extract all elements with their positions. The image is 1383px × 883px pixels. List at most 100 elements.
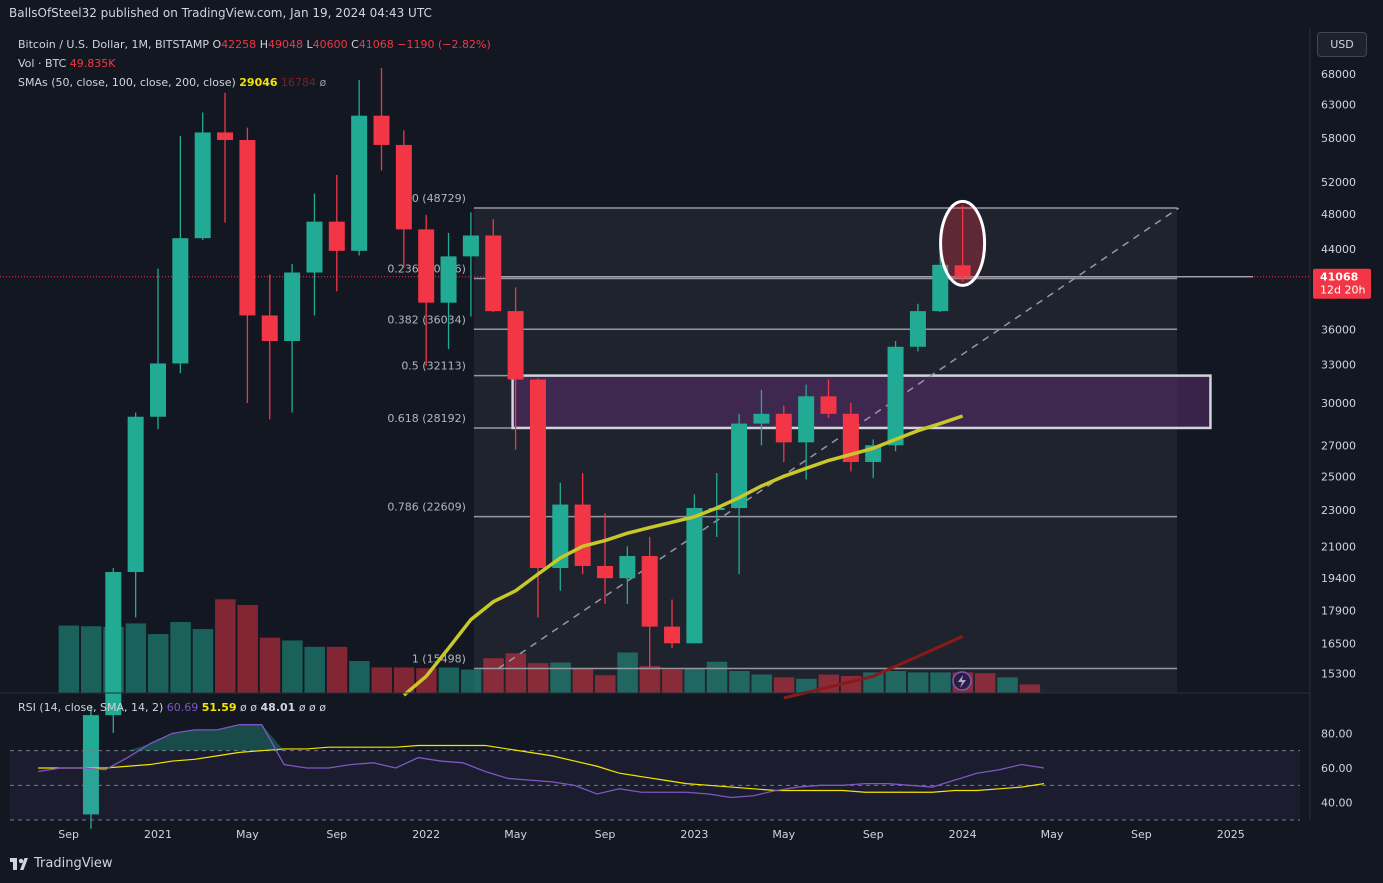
candle-body [150,363,166,417]
time-tick-label: May [504,828,527,841]
fib-label: 0.786 (22609) [387,501,466,514]
volume-bar [192,629,214,693]
time-tick-label: May [772,828,795,841]
volume-bar [773,677,795,693]
price-tick-label: 36000 [1321,324,1356,337]
volume-bar [416,668,437,693]
volume-bar [215,599,236,693]
time-tick-label: 2021 [144,828,172,841]
candle-body [954,265,971,277]
sma100-line [783,635,964,700]
time-tick-label: 2025 [1217,828,1245,841]
publisher-credit: BallsOfSteel32 published on TradingView.… [9,6,432,20]
volume-bar [349,661,370,693]
candle-body [217,132,234,141]
price-tick-label: 15300 [1321,668,1356,681]
fib-label: 0.5 (32113) [401,360,466,373]
rsi-label: RSI (14, close, SMA, 14, 2) [18,701,164,714]
lightning-icon[interactable] [952,671,972,691]
time-tick-label: 2023 [680,828,708,841]
candle-body [664,626,681,644]
rsi-line [38,724,1045,799]
volume-bar [393,667,415,693]
tradingview-logo[interactable]: TradingView [10,856,113,871]
low-label: L [306,38,313,51]
volume-line: Vol · BTC 49.835K [18,54,491,73]
price-tick-label: 19400 [1321,572,1356,585]
close-value: 41068 [358,38,394,51]
price-badge-countdown: 12d 20h [1320,284,1365,297]
time-tick-label: Sep [326,828,347,841]
time-tick-label: Sep [863,828,884,841]
brand-name: TradingView [34,856,113,871]
sma100-value: 16784 [281,76,317,89]
candles [82,68,971,829]
low-value: 40600 [312,38,348,51]
close-label: C [351,38,359,51]
volume-bars [58,599,1041,693]
candle-body [172,238,189,364]
price-tick-label: 63000 [1321,99,1356,112]
time-tick-label: Sep [595,828,616,841]
symbol-name: Bitcoin / U.S. Dollar, 1M, BITSTAMP [18,38,210,51]
rsi-ma-value: 51.59 [201,701,237,714]
volume-bar [80,626,102,693]
symbol-line: Bitcoin / U.S. Dollar, 1M, BITSTAMP O422… [18,35,491,54]
candle-body [842,413,859,463]
candle-body [619,556,636,579]
candle-body [82,715,99,815]
time-tick-label: Sep [1131,828,1152,841]
volume-bar [684,668,705,693]
volume-bar [617,652,638,693]
candle-body [686,508,703,644]
rsi-extra-5: ø [309,701,316,714]
volume-bar [259,637,281,693]
price-tick-label: 27000 [1321,439,1356,452]
price-tick-label: 30000 [1321,397,1356,410]
price-badge-value: 41068 [1320,271,1358,284]
candle-body [328,221,345,251]
currency-button[interactable]: USD [1317,32,1367,57]
volume-bar [170,622,191,693]
sma-label: SMAs (50, close, 100, close, 200, close) [18,76,236,89]
volume-bar [125,623,147,693]
candle-body [932,264,949,312]
sma200-value: ø [319,76,327,89]
rsi-extra-1: ø [240,701,247,714]
candle-body [194,132,211,239]
volume-bar [460,669,482,693]
price-tick-label: 68000 [1321,68,1356,81]
highlight-zone [511,374,1212,430]
volume-bar [907,672,929,693]
time-tick-label: 2022 [412,828,440,841]
volume-bar [997,677,1018,693]
candle-body [395,144,412,230]
rsi-legend: RSI (14, close, SMA, 14, 2) 60.69 51.59 … [18,701,326,714]
candle-body [351,115,368,251]
candle-body [239,140,256,316]
volume-bar [527,663,549,693]
volume-bar [595,675,616,693]
volume-bar [505,653,527,693]
volume-label: Vol · BTC [18,57,67,70]
price-tick-label: 52000 [1321,176,1356,189]
candle-body [440,256,457,303]
candle-body [574,504,591,566]
time-axis: Sep 2021 May Sep 2022 May Sep 2023 May Sep 2024 May… [58,828,1245,841]
high-label: H [259,38,268,51]
candle-body [597,565,613,579]
high-value: 49048 [267,38,303,51]
candle-body [373,115,390,145]
volume-bar [438,667,460,693]
rsi-extra-6: ø [319,701,327,714]
candle-body [909,311,926,347]
price-tick-label: 33000 [1321,359,1356,372]
rsi-tick-label: 40.00 [1321,797,1353,810]
volume-value: 49.835K [69,57,116,70]
change-value: −1190 (−2.82%) [397,38,491,51]
volume-bar [639,666,661,693]
volume-bar [550,662,571,693]
price-tick-label: 48000 [1321,208,1356,221]
candle-body [485,235,502,312]
